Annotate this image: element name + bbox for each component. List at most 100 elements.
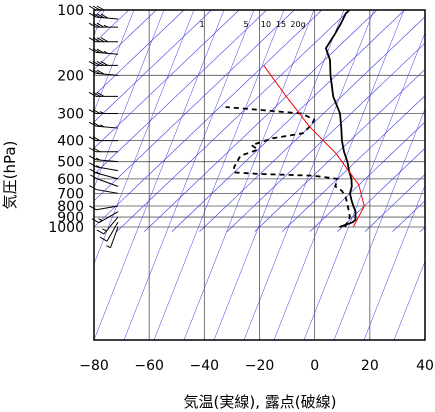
wind-barb-flag [88,109,97,114]
plot-frame [93,9,426,341]
wind-barb-shaft [96,189,119,194]
isotherm-line [94,10,323,228]
isotherm-line [199,16,425,232]
mixing-ratio-label: 10 [261,20,271,29]
wind-barb [89,205,119,211]
x-tick-label: −20 [245,358,275,374]
mixing-ratio-line [213,10,345,340]
wind-barb-shaft [96,205,119,211]
isotherm-line [337,147,425,232]
wind-barb [88,155,119,163]
wind-barb-flag [96,91,105,97]
mixing-ratio-line [393,260,425,340]
wind-barb [99,221,119,242]
isotherm-line [282,95,425,232]
mixing-ratio-line [333,108,425,340]
wind-barb-half-flag [103,24,109,28]
y-tick-label: 700 [57,186,84,202]
isotherm-line [171,10,405,232]
wind-barb-flag [91,218,100,224]
wind-barb-flag [88,121,97,127]
mixing-ratio-label: 5 [243,20,248,29]
wind-barb-flag [88,136,97,142]
wind-barb-flag [89,162,97,168]
mixing-ratio-line [123,10,255,340]
x-tick-labels: −80 −60 −40 −20 0 20 40 [79,358,434,374]
isotherm-line [226,42,425,232]
mixing-ratio-line [94,10,225,340]
y-axis-title: 気圧(hPa) [1,141,19,210]
wind-barb [96,216,119,235]
wind-barb [89,162,119,172]
isotherm-line [419,226,425,232]
skew-reference-lines [94,10,425,340]
wind-barb-flag [88,91,97,97]
wind-barb-half-flag [98,218,103,222]
y-tick-label: 900 [57,210,84,226]
reference-line [263,65,365,228]
y-tick-label: 400 [57,134,84,150]
mixing-ratio-line [94,10,195,265]
wind-barb-flag [96,48,105,54]
wind-barb-flag [100,37,109,43]
isotherm-line [254,68,425,232]
wind-barb [89,168,119,180]
wind-barb [106,226,119,249]
wind-barb-flag [89,185,97,191]
isotherm-line [309,121,425,232]
isotherm-line [94,10,240,149]
wind-barb-flag [88,60,97,66]
wind-barb-half-flag [95,157,101,161]
x-axis-title: 気温(実線), 露点(破線) [184,393,337,411]
mixing-ratio-label: 15 [276,20,286,29]
x-tick-label: 20 [361,358,379,374]
wind-barb-flag [96,13,105,19]
temperature-line [325,10,357,228]
wind-barb-flag [88,147,97,153]
wind-barb [89,185,119,194]
mixing-ratio-line [303,32,425,340]
wind-barb-shaft [97,178,119,187]
wind-barb-flag [88,47,97,53]
wind-barb-flag [96,229,105,235]
mixing-ratio-line [153,10,285,340]
mixing-ratio-label: 20g [290,20,305,29]
wind-barb-half-flag [99,124,105,128]
isotherm-line [144,10,378,232]
x-tick-label: −80 [79,358,109,374]
isotherm-line [94,10,212,123]
wind-barb-flag [89,205,97,211]
dewpoint-line [225,106,351,228]
y-tick-label: 500 [57,155,84,171]
x-tick-label: −60 [134,358,164,374]
isotherm-line [94,10,157,70]
wind-barb-flag [88,22,97,28]
wind-barb-shaft [110,226,119,248]
wind-barb-flag [88,68,97,74]
mixing-ratio-line [94,10,165,189]
y-tick-label: 800 [57,199,84,215]
wind-barb-flag [88,12,97,18]
wind-barb-flag [88,155,97,161]
wind-barb-flag [89,168,97,174]
wind-barb-half-flag [96,165,101,168]
wind-barb-half-flag [103,50,109,54]
wind-barb [91,211,119,224]
x-tick-label: 0 [310,358,319,374]
isotherm-line [364,174,425,232]
wind-barb-half-flag [96,171,101,175]
wind-barb-half-flag [102,228,107,232]
isotherm-line [94,10,185,97]
wind-barb-flag [100,13,109,19]
y-tick-label: 100 [57,3,84,19]
wind-barb-half-flag [106,245,111,249]
y-tick-label: 1000 [48,220,84,236]
mixing-ratio-line [363,184,425,340]
wind-barb-flag [96,22,105,28]
x-tick-label: −40 [190,358,220,374]
y-tick-label: 200 [57,68,84,84]
mixing-ratio-label: 1 [199,20,204,29]
wind-barb-shaft [106,221,119,242]
